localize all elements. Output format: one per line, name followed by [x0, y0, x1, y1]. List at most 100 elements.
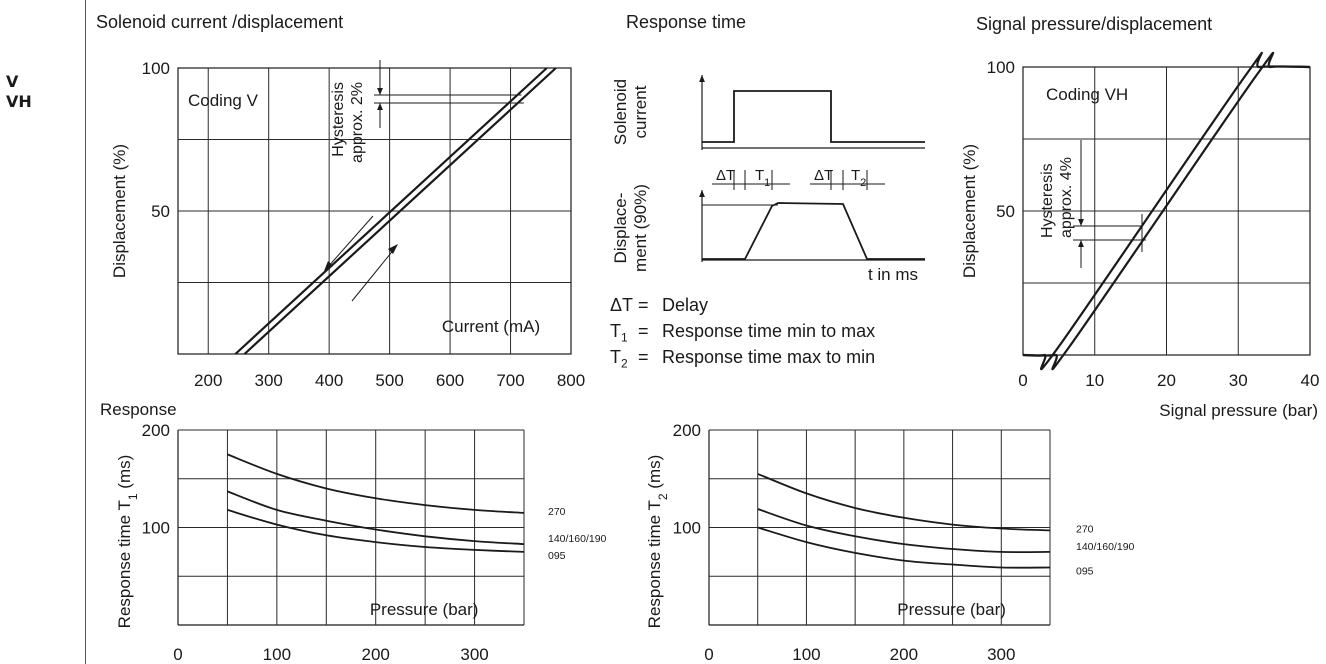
- x-tick-label: 300: [255, 371, 283, 390]
- series-label: 270: [548, 506, 566, 518]
- legend-row: T1 = Response time min to max: [610, 318, 876, 345]
- legend-row: ΔT = Delay: [610, 292, 875, 318]
- series-label: 140/160/190: [548, 533, 607, 545]
- x-axis-label: t in ms: [868, 265, 918, 284]
- series-line: [227, 453, 525, 514]
- direction-arrow: [351, 247, 396, 302]
- y-axis-label: Displace-: [611, 193, 630, 264]
- x-tick-label: 500: [375, 371, 403, 390]
- direction-arrow: [326, 215, 374, 269]
- series-line: [757, 508, 1051, 554]
- x-tick-label: 300: [460, 645, 488, 664]
- y-tick-label: 100: [142, 59, 170, 78]
- timing-marker: ΔT: [814, 167, 833, 184]
- series-label: 095: [1076, 565, 1094, 577]
- series-label: 270: [1076, 523, 1094, 535]
- y-tick-label: 50: [996, 202, 1015, 221]
- y-axis-label: Response time T1 (ms): [115, 455, 140, 629]
- legend-row: T2 = Response time max to min: [610, 344, 876, 371]
- solenoid-chart-title: Solenoid current /displacement: [96, 12, 344, 32]
- signal-pressure-chart-title: Signal pressure/displacement: [976, 14, 1213, 34]
- legend-text: Delay: [662, 295, 709, 315]
- response-time-chart-title: Response time: [626, 12, 747, 32]
- legend-symbol: ΔT: [610, 295, 634, 315]
- series-line: [1022, 51, 1311, 371]
- response-time-chart: ΔT T1 ΔT T2 Solenoid current Displace-ment (90…: [611, 75, 925, 284]
- x-tick-label: 800: [557, 371, 585, 390]
- x-axis-label: Pressure (bar): [370, 600, 479, 619]
- response-chart-title: Response: [100, 400, 177, 419]
- series-label: 095: [548, 550, 566, 562]
- x-tick-label: 20: [1157, 371, 1176, 390]
- x-tick-label: 100: [792, 645, 820, 664]
- sidebar-divider: [85, 0, 86, 664]
- x-axis-label: Current (mA): [442, 317, 540, 336]
- x-tick-label: 40: [1301, 371, 1320, 390]
- series-line: [757, 526, 1051, 569]
- legend-symbol: T2: [610, 347, 628, 371]
- x-tick-label: 700: [496, 371, 524, 390]
- x-tick-label: 200: [194, 371, 222, 390]
- y-tick-label: 200: [142, 421, 170, 440]
- legend-text: Response time min to max: [662, 321, 876, 341]
- x-axis-label: Signal pressure (bar): [1159, 401, 1318, 420]
- axis-arrow: [699, 190, 705, 197]
- x-tick-label: 600: [436, 371, 464, 390]
- timing-marker: T2: [851, 167, 866, 189]
- y-tick-label: 100: [142, 519, 170, 538]
- sidebar: V VH: [0, 0, 86, 664]
- x-tick-label: 300: [987, 645, 1015, 664]
- y-tick-label: 100: [987, 58, 1015, 77]
- y-tick-label: 50: [151, 202, 170, 221]
- x-tick-label: 0: [1018, 371, 1027, 390]
- y-axis-label: Displacement (%): [960, 144, 979, 278]
- timing-marker: T1: [755, 167, 770, 189]
- coding-label: Coding V: [188, 91, 259, 110]
- y-axis-label: current: [631, 85, 650, 138]
- response-t2-chart: 270 140/160/190 095 0 100 200 300 100 200 Pressur…: [645, 421, 1135, 664]
- x-tick-label: 0: [704, 645, 713, 664]
- series-line: [243, 67, 557, 355]
- series-line: [234, 67, 548, 355]
- solenoid-chart: 200 300 400 500 600 700 800 50 100 Displacement (…: [110, 59, 585, 390]
- hysteresis-label: approx. 2%: [349, 82, 366, 163]
- x-tick-label: 200: [362, 645, 390, 664]
- y-tick-label: 100: [673, 519, 701, 538]
- legend-text: Response time max to min: [662, 347, 876, 367]
- signal-pressure-chart: 0 10 20 30 40 50 100 Displacement (%) Signal pre…: [960, 51, 1320, 420]
- series-line: [757, 473, 1051, 532]
- series-line: [227, 490, 525, 545]
- series-line: [227, 509, 525, 553]
- x-tick-label: 10: [1085, 371, 1104, 390]
- x-tick-label: 30: [1229, 371, 1248, 390]
- coding-label: Coding VH: [1046, 85, 1128, 104]
- x-tick-label: 0: [173, 645, 182, 664]
- displacement-trace: [702, 202, 925, 260]
- y-axis-label: Response time T2 (ms): [645, 455, 670, 629]
- code-v: V: [6, 72, 19, 91]
- legend-symbol: T1: [610, 321, 628, 345]
- dimension-arrow: [1078, 219, 1084, 226]
- hysteresis-label: Hysteresis: [330, 82, 347, 157]
- current-step-line: [702, 90, 925, 143]
- dimension-arrow: [377, 88, 383, 95]
- dimension-arrow: [1078, 240, 1084, 247]
- code-vh: VH: [6, 92, 32, 111]
- x-tick-label: 400: [315, 371, 343, 390]
- axis-arrow: [699, 75, 705, 82]
- response-time-legend: ΔT = Delay T1 = Response time min to max T2 =…: [610, 292, 876, 371]
- series-label: 140/160/190: [1076, 541, 1135, 553]
- y-axis-label: Solenoid: [611, 79, 630, 145]
- dimension-arrow: [377, 103, 383, 110]
- direction-arrow: [388, 244, 398, 254]
- hysteresis-label: Hysteresis: [1039, 163, 1056, 238]
- hysteresis-label: approx. 4%: [1058, 157, 1075, 238]
- timing-marker: ΔT: [716, 167, 735, 184]
- y-axis-label: ment (90%): [631, 184, 650, 272]
- x-tick-label: 200: [890, 645, 918, 664]
- x-axis-label: Pressure (bar): [897, 600, 1006, 619]
- response-t1-chart: 270 140/160/190 095 0 100 200 300 100 200 Pressur…: [115, 421, 607, 664]
- y-tick-label: 200: [673, 421, 701, 440]
